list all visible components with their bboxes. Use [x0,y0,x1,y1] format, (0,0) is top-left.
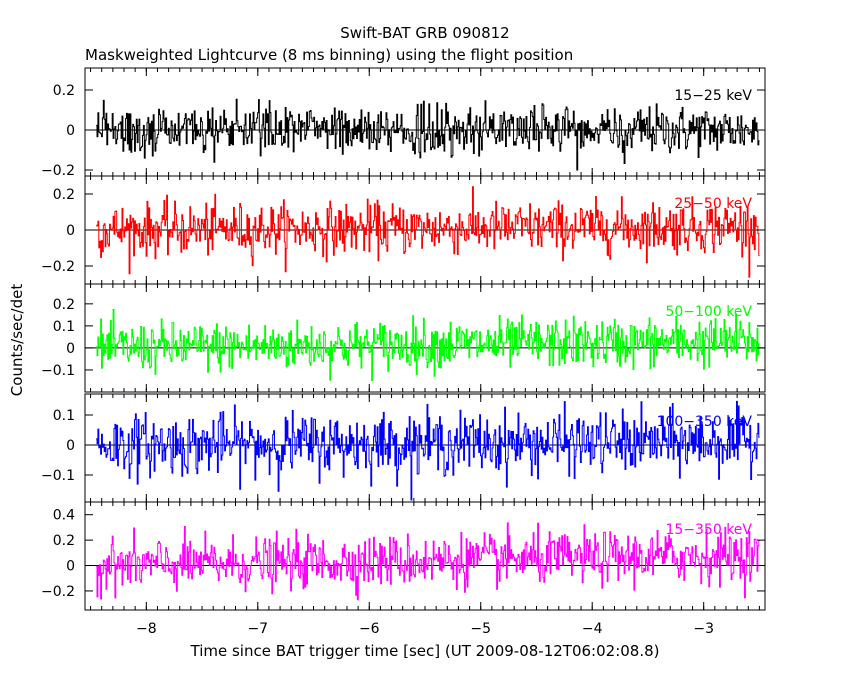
band-label: 15−25 keV [674,88,752,104]
panel-5: −0.2 0 0.2 0.4 15−350 keV [41,501,766,611]
x-tick-label: −7 [247,621,268,637]
y-tick-label: 0 [66,559,75,575]
panel-3: −0.1 0 0.1 0.2 50−100 keV [41,283,766,393]
x-tick-label: −3 [693,621,714,637]
series-line [96,309,760,381]
panel-1: −0.2 0 0.2 15−25 keV [41,67,766,179]
y-tick-label: −0.2 [41,259,75,275]
panel-4: −0.1 0 0.1 100−350 keV [41,393,766,503]
band-label: 50−100 keV [665,304,752,320]
x-tick-label: −5 [470,621,491,637]
y-tick-label: 0.2 [53,187,75,203]
series-line [96,400,760,501]
y-tick-label: 0 [66,341,75,357]
chart-title: Swift-BAT GRB 090812 [340,24,509,42]
y-tick-label: 0.2 [53,297,75,313]
panel-group: −0.2 0 0.2 15−25 keV −0.2 0 0.2 25−50 keV −0.1 0 0… [41,67,766,637]
band-label: 25−50 keV [674,196,752,212]
band-label: 100−350 keV [657,414,753,430]
x-tick-label: −4 [582,621,603,637]
y-tick-label: 0 [66,123,75,139]
band-label: 15−350 keV [665,522,752,538]
y-tick-label: 0.4 [53,508,75,524]
series-line [96,522,760,601]
panel-2: −0.2 0 0.2 25−50 keV [41,175,766,285]
y-tick-label: 0.1 [53,319,75,335]
chart-subtitle: Maskweighted Lightcurve (8 ms binning) u… [85,46,573,64]
series-line [96,186,760,278]
y-tick-label: −0.1 [41,363,75,379]
series-line [96,98,760,171]
y-tick-label: 0.1 [53,408,75,424]
x-tick-label: −6 [359,621,380,637]
y-tick-label: 0.2 [53,533,75,549]
y-tick-label: −0.1 [41,468,75,484]
y-tick-label: 0.2 [53,83,75,99]
y-tick-label: −0.2 [41,584,75,600]
x-axis-label: Time since BAT trigger time [sec] (UT 20… [190,642,660,660]
y-tick-label: 0 [66,438,75,454]
y-axis-label: Counts/sec/det [8,284,26,397]
y-tick-label: −0.2 [41,163,75,179]
y-tick-label: 0 [66,223,75,239]
x-tick-label: −8 [136,621,157,637]
